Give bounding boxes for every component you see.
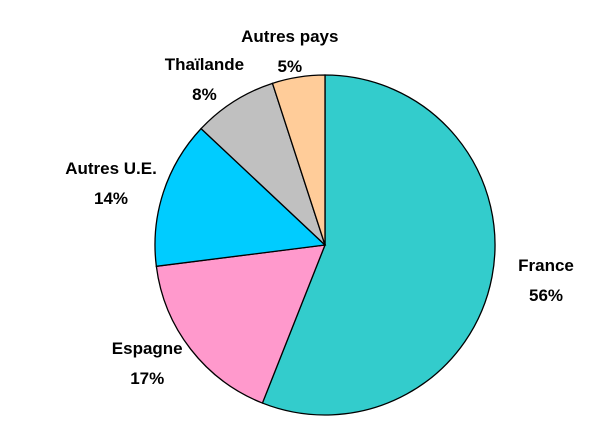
slice-value-label: 17% xyxy=(130,369,164,388)
slice-label: Autres U.E. xyxy=(65,159,157,178)
pie-slice xyxy=(154,127,327,268)
pie-slice xyxy=(271,74,326,246)
slice-value-label: 56% xyxy=(529,286,563,305)
pie-slice xyxy=(155,244,327,404)
slice-label: Espagne xyxy=(112,339,183,358)
slice-value-label: 5% xyxy=(278,57,303,76)
slice-label: Thaïlande xyxy=(165,55,244,74)
pie-slice xyxy=(261,74,496,416)
slice-value-label: 8% xyxy=(192,85,217,104)
slice-label: France xyxy=(518,256,574,275)
slice-label: Autres pays xyxy=(241,27,338,46)
slice-value-label: 14% xyxy=(94,189,128,208)
